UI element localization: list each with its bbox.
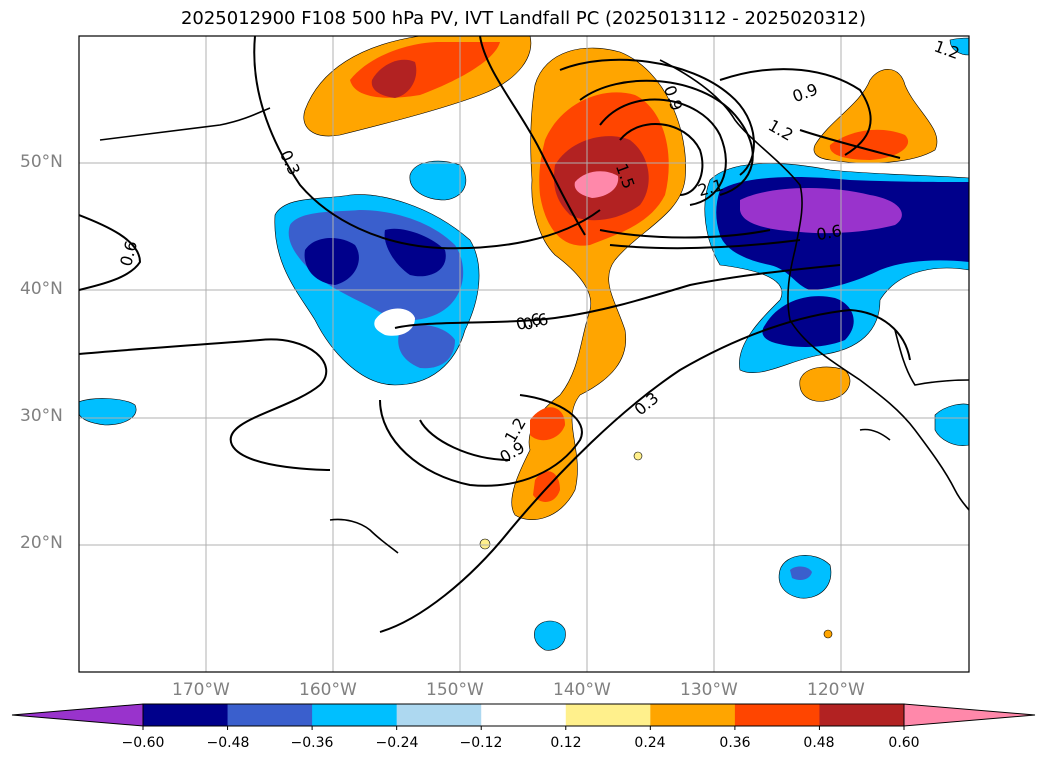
contour-label: 0.9: [790, 80, 820, 107]
colorbar-segment: [819, 704, 905, 726]
colorbar-tick: −0.36: [290, 735, 334, 751]
map-frame: [78, 35, 970, 673]
colorbar-segment: [481, 704, 567, 726]
contour-label: 0.6: [815, 221, 843, 244]
colorbar-tick: 0.36: [719, 735, 751, 751]
lat-label-20n: 20°N: [20, 533, 63, 553]
colorbar-tick: 0.60: [888, 735, 920, 751]
colorbar-over-extend: [903, 703, 1036, 727]
colorbar-tick: −0.60: [121, 735, 165, 751]
contour-label: 0.3: [631, 388, 663, 419]
colorbar-tick: −0.24: [375, 735, 419, 751]
colorbar-tick: −0.12: [459, 735, 503, 751]
contour-label: 1.2: [765, 116, 797, 145]
lon-label-140w: 140°W: [553, 680, 611, 700]
lat-label-30n: 30°N: [20, 406, 63, 426]
colorbar-tick: 0.12: [550, 735, 582, 751]
lon-label-160w: 160°W: [299, 680, 357, 700]
contour-label: 1.2: [501, 414, 530, 446]
lon-label-120w: 120°W: [807, 680, 865, 700]
colorbar-segment: [143, 704, 229, 726]
colorbar-tick: −0.48: [206, 735, 250, 751]
coastlines: [99, 59, 969, 554]
colorbar-segment: [734, 704, 820, 726]
colorbar-tick: 0.48: [803, 735, 835, 751]
lon-label-170w: 170°W: [172, 680, 230, 700]
colorbar-under-extend: [11, 703, 144, 727]
colorbar-segment: [396, 704, 482, 726]
gridlines: [79, 36, 969, 672]
lon-label-150w: 150°W: [426, 680, 484, 700]
chart-title: 2025012900 F108 500 hPa PV, IVT Landfall…: [180, 8, 867, 29]
pv-contours: [79, 36, 911, 633]
colorbar-segment: [312, 704, 398, 726]
colorbar-segment: [227, 704, 313, 726]
colorbar-tick: 0.24: [634, 735, 666, 751]
lat-label-50n: 50°N: [20, 152, 63, 172]
lon-label-130w: 130°W: [680, 680, 738, 700]
colorbar-segment: [650, 704, 736, 726]
lat-label-40n: 40°N: [20, 279, 63, 299]
colorbar-segment: [565, 704, 651, 726]
colorbar-outline: [142, 703, 905, 727]
colorbar: [11, 703, 1036, 730]
